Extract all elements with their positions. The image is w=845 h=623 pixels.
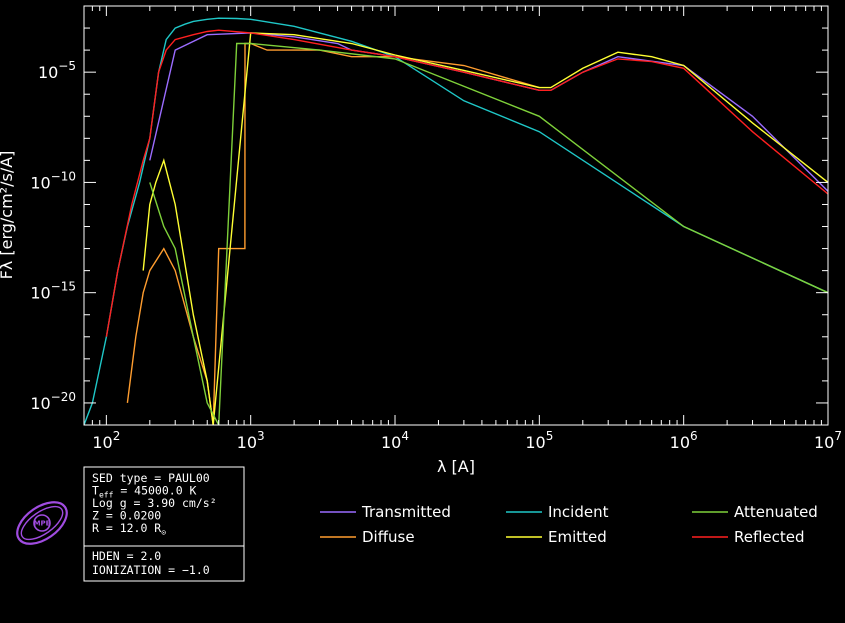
x-tick-label: 105 bbox=[525, 429, 553, 452]
legend-item-diffuse: Diffuse bbox=[320, 528, 415, 546]
series-attenuated-line bbox=[149, 42, 828, 425]
legend: Transmitted Incident Attenuated Diffuse Emit… bbox=[320, 503, 818, 546]
parameter-line: Teff = 45000.0 K bbox=[92, 484, 197, 500]
legend-item-reflected: Reflected bbox=[692, 528, 805, 546]
ticks-layer bbox=[83, 5, 829, 426]
legend-item-transmitted: Transmitted bbox=[320, 503, 451, 521]
legend-item-incident: Incident bbox=[506, 503, 609, 521]
parameter-line: HDEN = 2.0 bbox=[92, 549, 161, 563]
legend-label: Emitted bbox=[548, 528, 607, 546]
legend-label: Incident bbox=[548, 503, 609, 521]
y-tick-labels: 10−5 10−10 10−15 10−20 bbox=[30, 59, 76, 413]
y-tick-label: 10−5 bbox=[38, 59, 76, 82]
legend-item-emitted: Emitted bbox=[506, 528, 607, 546]
legend-label: Reflected bbox=[734, 528, 805, 546]
x-tick-label: 103 bbox=[237, 429, 265, 452]
parameter-line: Z = 0.0200 bbox=[92, 509, 161, 523]
series-reflected-line bbox=[105, 29, 828, 337]
series-diffuse-line bbox=[126, 42, 540, 425]
logo-text: MPE bbox=[34, 520, 51, 528]
series-emitted-line bbox=[142, 32, 828, 425]
legend-label: Attenuated bbox=[734, 503, 818, 521]
legend-label: Diffuse bbox=[362, 528, 415, 546]
x-tick-label: 107 bbox=[814, 429, 842, 452]
x-tick-labels: 102 103 104 105 106 107 bbox=[92, 429, 842, 452]
x-axis-label: λ [A] bbox=[437, 457, 475, 476]
x-tick-label: 102 bbox=[92, 429, 120, 452]
legend-label: Transmitted bbox=[361, 503, 451, 521]
legend-item-attenuated: Attenuated bbox=[692, 503, 818, 521]
parameter-line: SED type = PAUL00 bbox=[92, 471, 210, 485]
series-layer bbox=[84, 17, 828, 425]
y-axis-label: Fλ [erg/cm²/s/A] bbox=[0, 151, 16, 280]
parameter-line: Log g = 3.90 cm/s² bbox=[92, 496, 217, 510]
plot-frame bbox=[83, 5, 829, 426]
y-tick-label: 10−20 bbox=[30, 390, 76, 413]
x-tick-label: 106 bbox=[670, 429, 698, 452]
x-tick-label: 104 bbox=[381, 429, 409, 452]
parameter-line: R = 12.0 R⊙ bbox=[92, 521, 166, 537]
mpe-logo: MPE bbox=[16, 501, 68, 545]
parameter-line: IONIZATION = −1.0 bbox=[92, 563, 210, 577]
y-tick-label: 10−15 bbox=[30, 280, 76, 303]
y-tick-label: 10−10 bbox=[30, 169, 76, 192]
